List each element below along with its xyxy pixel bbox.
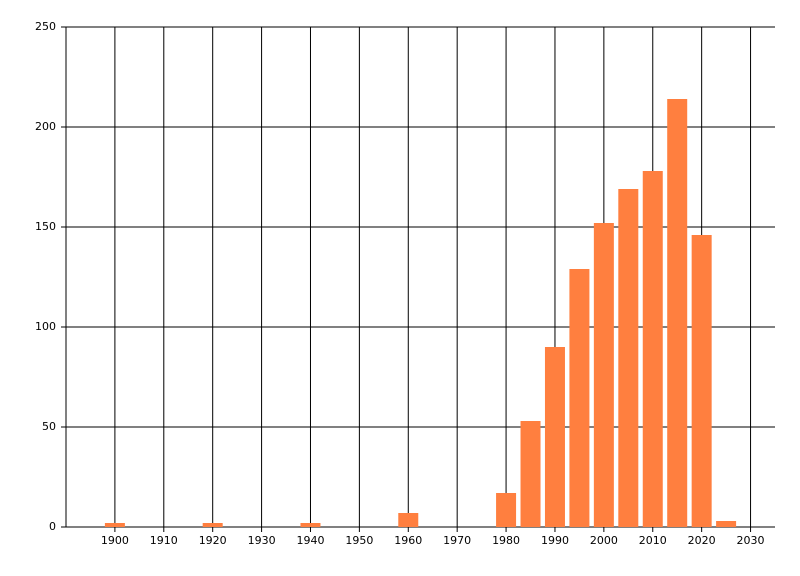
bar	[398, 513, 419, 527]
bar	[618, 189, 639, 527]
bar	[667, 99, 688, 527]
y-tick-label: 250	[35, 20, 56, 33]
bar	[104, 523, 125, 527]
x-tick-label: 1920	[199, 534, 227, 547]
x-tick-label: 2010	[639, 534, 667, 547]
bar	[300, 523, 321, 527]
bar	[544, 347, 565, 527]
bar	[496, 493, 517, 527]
x-tick-label: 1960	[394, 534, 422, 547]
y-tick-label: 100	[35, 320, 56, 333]
x-tick-label: 1910	[150, 534, 178, 547]
bar	[593, 223, 614, 527]
x-tick-label: 1980	[492, 534, 520, 547]
x-tick-label: 2020	[688, 534, 716, 547]
bar	[716, 521, 737, 527]
bar	[691, 235, 712, 527]
x-tick-label: 1930	[248, 534, 276, 547]
x-tick-label: 2000	[590, 534, 618, 547]
x-tick-label: 1990	[541, 534, 569, 547]
bar	[569, 269, 590, 527]
y-tick-label: 150	[35, 220, 56, 233]
x-tick-label: 1940	[296, 534, 324, 547]
bar	[520, 421, 541, 527]
x-tick-label: 1970	[443, 534, 471, 547]
x-tick-label: 1950	[345, 534, 373, 547]
x-tick-label: 2030	[737, 534, 765, 547]
y-tick-label: 0	[49, 520, 56, 533]
bar	[642, 171, 663, 527]
y-tick-label: 200	[35, 120, 56, 133]
y-tick-label: 50	[42, 420, 56, 433]
x-tick-label: 1900	[101, 534, 129, 547]
bar	[202, 523, 223, 527]
